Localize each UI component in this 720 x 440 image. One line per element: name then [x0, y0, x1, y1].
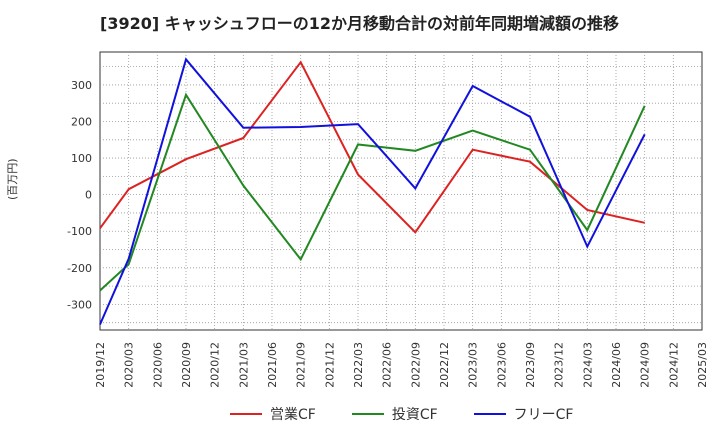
legend-swatch-free-cf — [473, 413, 506, 415]
x-tick-label: 2022/12 — [438, 342, 451, 388]
x-tick-label: 2023/06 — [495, 342, 508, 388]
x-tick-label: 2023/03 — [467, 342, 480, 388]
y-tick-label: 200 — [71, 116, 92, 129]
x-tick-label: 2021/03 — [237, 342, 250, 388]
legend-label-investing-cf: 投資CF — [391, 407, 438, 423]
legend-item-operating-cf: 営業CF — [230, 404, 316, 424]
y-tick-label: -100 — [67, 225, 92, 238]
legend-item-free-cf: フリーCF — [473, 404, 574, 424]
x-tick-label: 2019/12 — [94, 342, 107, 388]
x-tick-label: 2022/09 — [409, 342, 422, 388]
y-tick-label: -200 — [67, 262, 92, 275]
x-tick-label: 2023/12 — [553, 342, 566, 388]
legend-label-operating-cf: 営業CF — [270, 407, 316, 423]
x-tick-label: 2024/09 — [639, 342, 652, 388]
plot-frame — [99, 51, 703, 331]
legend: 営業CF 投資CF フリーCF — [230, 404, 573, 424]
x-tick-label: 2020/06 — [151, 342, 164, 388]
x-tick-label: 2020/09 — [180, 342, 193, 388]
x-tick-label: 2021/12 — [323, 342, 336, 388]
x-tick-label: 2021/09 — [295, 342, 308, 388]
y-tick-label: 0 — [85, 189, 92, 202]
legend-swatch-investing-cf — [351, 413, 384, 415]
legend-swatch-operating-cf — [230, 413, 262, 415]
legend-item-investing-cf: 投資CF — [351, 404, 438, 424]
x-tick-label: 2020/03 — [123, 342, 136, 388]
y-tick-label: -300 — [67, 298, 92, 311]
y-tick-label: 100 — [71, 152, 92, 165]
series-line-free-cf — [99, 57, 646, 325]
x-tick-label: 2020/12 — [209, 342, 222, 388]
x-tick-label: 2024/12 — [667, 342, 680, 388]
x-tick-label: 2024/06 — [610, 342, 623, 388]
line-chart: -300 -200 -100 0 100 200 300 2019/12 2020/03 2020… — [67, 51, 709, 388]
x-tick-label: 2022/03 — [352, 342, 365, 388]
chart-title: [3920] キャッシュフローの12か月移動合計の対前年同期増減額の推移 — [100, 14, 619, 33]
legend-label-free-cf: フリーCF — [513, 407, 574, 423]
series-line-investing-cf — [99, 92, 646, 292]
x-tick-label: 2025/03 — [696, 342, 709, 388]
y-tick-label: 300 — [71, 79, 92, 92]
x-tick-label: 2022/06 — [381, 342, 394, 388]
x-tick-label: 2021/06 — [266, 342, 279, 388]
x-tick-label: 2024/03 — [581, 342, 594, 388]
x-tick-label: 2023/09 — [524, 342, 537, 388]
